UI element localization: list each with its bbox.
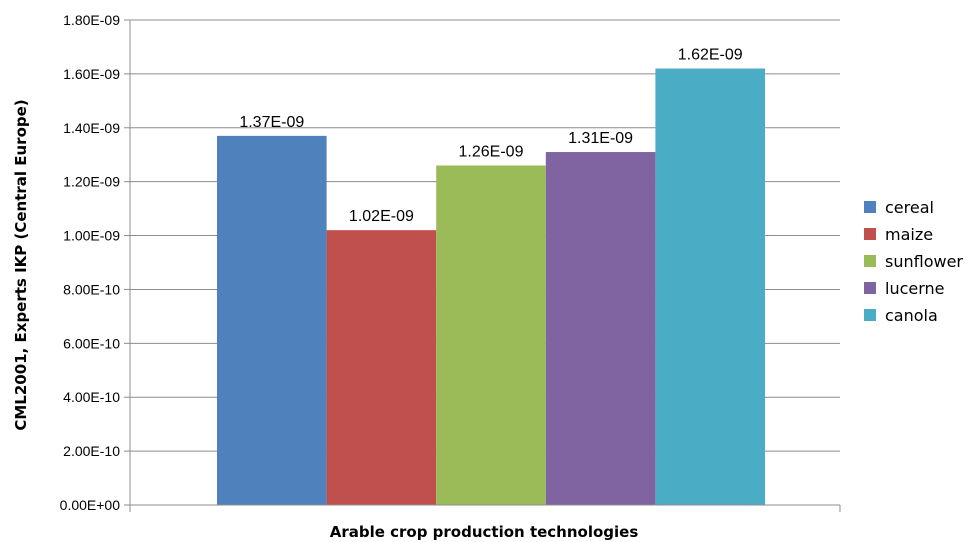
y-tick-label: 8.00E-10 (63, 281, 120, 297)
legend-label-maize: maize (885, 225, 933, 244)
legend: cereal maize sunflower lucerne canola (864, 198, 963, 325)
data-label-cereal: 1.37E-09 (239, 114, 304, 131)
bar-lucerne (545, 152, 656, 505)
y-tick-label: 1.60E-09 (63, 66, 120, 82)
legend-swatch-sunflower (864, 255, 876, 267)
axes (129, 20, 841, 512)
bar-sunflower (436, 165, 546, 505)
data-label-canola: 1.62E-09 (678, 47, 743, 64)
data-labels: 1.37E-09 1.02E-09 1.26E-09 1.31E-09 1.62E-09 (239, 47, 742, 226)
y-tick-label: 2.00E-10 (63, 443, 120, 459)
data-label-sunflower: 1.26E-09 (459, 144, 524, 161)
bar-cereal (217, 135, 327, 505)
legend-swatch-cereal (864, 201, 876, 213)
legend-swatch-maize (864, 228, 876, 240)
bars (217, 68, 765, 505)
legend-swatch-lucerne (864, 282, 876, 294)
y-tick-label: 0.00E+00 (60, 497, 121, 513)
legend-swatch-canola (864, 309, 876, 321)
legend-label-lucerne: lucerne (885, 279, 945, 298)
y-tick-label: 1.80E-09 (63, 12, 120, 28)
data-label-lucerne: 1.31E-09 (568, 130, 633, 147)
x-axis-title: Arable crop production technologies (330, 523, 639, 541)
legend-label-cereal: cereal (885, 198, 934, 217)
bar-maize (326, 230, 437, 505)
y-tick-label: 1.20E-09 (63, 174, 120, 190)
bar-canola (655, 68, 765, 505)
y-tick-label: 4.00E-10 (63, 389, 120, 405)
y-tick-label: 1.00E-09 (63, 228, 120, 244)
legend-label-sunflower: sunflower (885, 252, 963, 271)
y-tick-label: 6.00E-10 (63, 335, 120, 351)
data-label-maize: 1.02E-09 (349, 208, 414, 225)
y-axis-title: CML2001, Experts IKP (Central Europe) (12, 99, 30, 430)
y-tick-label: 1.40E-09 (63, 120, 120, 136)
y-tick-labels: 0.00E+00 2.00E-10 4.00E-10 6.00E-10 8.00E-10… (60, 12, 121, 513)
legend-label-canola: canola (885, 306, 938, 325)
